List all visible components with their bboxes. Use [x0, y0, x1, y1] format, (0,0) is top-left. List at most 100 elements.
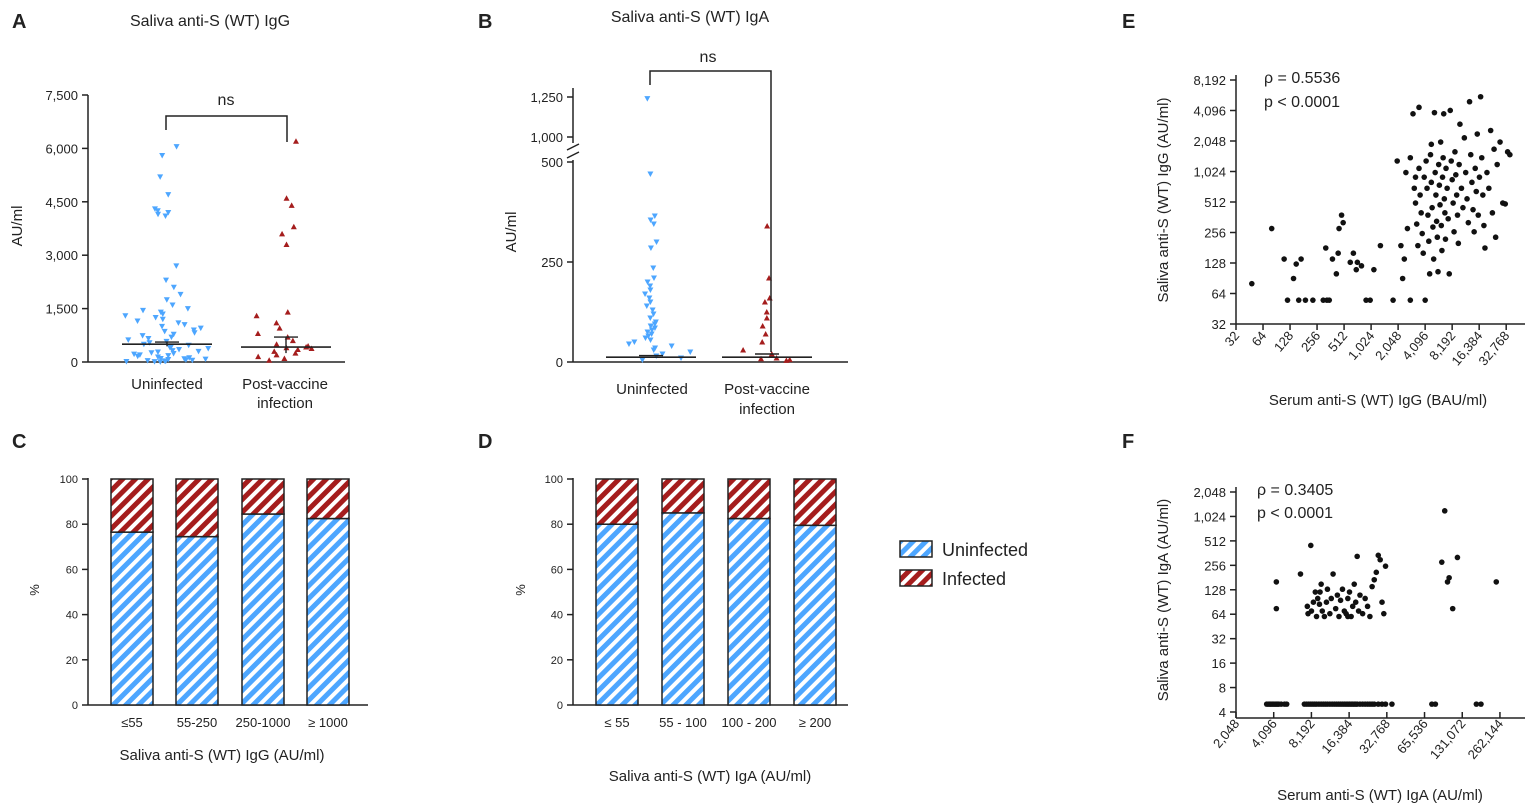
panel-e-point: [1302, 297, 1309, 303]
panel-d-ytick-label: 100: [545, 474, 563, 486]
panel-e-point: [1476, 174, 1483, 180]
panel-e-point: [1486, 185, 1492, 192]
panel-b-point-infected: [759, 339, 766, 345]
panel-e-p-value: p < 0.0001: [1264, 94, 1340, 111]
panel-e-point: [1412, 174, 1419, 180]
panel-f-point: [1318, 581, 1324, 587]
panel-f-point: [1382, 563, 1389, 569]
panel-c-bar-uninfected: [175, 535, 219, 706]
panel-e-point: [1464, 196, 1470, 202]
panel-e-point: [1350, 250, 1357, 256]
panel-e-point: [1445, 215, 1451, 222]
panel-f-point: [1334, 592, 1341, 598]
panel-b-point-uninfected: [639, 357, 646, 363]
panel-e-point: [1434, 234, 1441, 241]
panel-a-point-infected: [279, 230, 286, 237]
panel-a-point-infected: [254, 330, 261, 337]
panel-a-point-infected: [273, 351, 280, 358]
panel-e-point: [1487, 127, 1494, 134]
panel-f-point: [1323, 599, 1330, 605]
panel-b-xcat-uninfected: Uninfected: [616, 381, 688, 398]
panel-f-point: [1316, 601, 1323, 608]
panel-f-point: [1304, 603, 1311, 610]
panel-e-point: [1410, 111, 1416, 117]
panel-f-point: [1307, 542, 1314, 549]
panel-e-point: [1354, 259, 1361, 266]
panel-b-point-uninfected: [644, 329, 651, 335]
panel-f-point: [1283, 701, 1290, 707]
panel-b-point-uninfected: [647, 287, 654, 293]
panel-f-point: [1324, 586, 1331, 593]
panel-f-point: [1352, 599, 1359, 605]
panel-f-point: [1371, 701, 1378, 707]
panel-a-point-infected: [288, 202, 295, 208]
panel-a-point-uninfected: [168, 334, 175, 341]
panel-e-point: [1435, 161, 1442, 168]
panel-e-point: [1440, 154, 1446, 161]
panel-f-point: [1493, 579, 1500, 585]
panel-f-point: [1308, 608, 1315, 614]
panel-b-point-uninfected: [647, 217, 654, 223]
panel-b-ytick-label: 500: [541, 155, 563, 170]
panel-a-point-uninfected: [170, 284, 177, 291]
panel-e-ytick-label: 2,048: [1193, 134, 1226, 149]
panel-b-point-uninfected: [647, 283, 654, 289]
panel-e-point: [1422, 297, 1428, 303]
panel-c-ytick-label: 80: [66, 519, 78, 531]
panel-e-point: [1492, 234, 1499, 241]
panel-b-point-uninfected: [687, 349, 694, 355]
panel-f-point: [1438, 559, 1445, 565]
panel-e-point: [1489, 210, 1496, 216]
legend-label-uninfected: Uninfected: [942, 540, 1028, 560]
panel-c-x-axis-label: Saliva anti-S (WT) IgG (AU/ml): [119, 747, 324, 764]
panel-e-point: [1471, 229, 1477, 235]
panel-a-point-uninfected: [131, 351, 138, 358]
panel-e-point: [1329, 256, 1336, 262]
panel-e-point: [1461, 135, 1468, 141]
panel-e-point: [1507, 151, 1513, 158]
panel-f-x-axis-label: Serum anti-S (WT) IgA (AU/ml): [1277, 787, 1483, 804]
panel-f-point: [1339, 586, 1346, 593]
panel-e-point: [1432, 169, 1438, 176]
panel-a-title: Saliva anti-S (WT) IgG: [130, 13, 290, 30]
panel-c-ytick-label: 20: [66, 655, 78, 667]
panel-f-point: [1367, 613, 1373, 620]
panel-a-ytick-label: 3,000: [45, 248, 78, 263]
panel-b-point-infected: [763, 315, 770, 321]
panel-e-point: [1427, 151, 1434, 158]
panel-e-x-axis-label: Serum anti-S (WT) IgG (BAU/ml): [1269, 392, 1487, 409]
panel-a-point-infected: [292, 350, 299, 356]
panel-a-point-uninfected: [184, 306, 191, 312]
panel-a-point-uninfected: [182, 357, 189, 363]
panel-e-point: [1467, 151, 1474, 158]
panel-e-point: [1474, 131, 1481, 137]
panel-e-xtick-label: 1,024: [1345, 328, 1377, 363]
panel-e-point: [1438, 222, 1445, 229]
panel-a-point-uninfected: [189, 357, 196, 364]
panel-d-bar-infected: [595, 478, 639, 525]
panel-e-point: [1454, 212, 1461, 218]
panel-b-point-uninfected: [653, 239, 660, 245]
panel-f-point: [1345, 613, 1351, 620]
panel-b-point-uninfected: [647, 299, 654, 305]
panel-e-ytick-label: 64: [1212, 287, 1226, 302]
panel-f-point: [1449, 605, 1456, 612]
panel-b-ytick-label: 1,000: [530, 130, 563, 145]
panel-d-bar-uninfected: [595, 523, 639, 706]
panel-f-point: [1345, 595, 1351, 602]
panel-a-point-uninfected: [170, 331, 177, 338]
panel-e-point: [1465, 219, 1472, 226]
panel-f-point: [1357, 592, 1363, 598]
panel-a-point-uninfected: [122, 313, 129, 319]
panel-b-point-uninfected: [625, 341, 632, 347]
panel-c-stacked-bar: % 0 20 40 60 80 100 ≤55 55-250 250-1000 ≥ 1000 S…: [27, 474, 368, 764]
panel-d-x-axis-label: Saliva anti-S (WT) IgA (AU/ml): [609, 768, 812, 785]
panel-e-ytick-label: 1,024: [1193, 165, 1226, 180]
panel-d-ytick-label: 80: [551, 519, 563, 531]
panel-f-point: [1382, 701, 1389, 707]
panel-e-point: [1452, 149, 1458, 155]
panel-e-xtick-label: 4,096: [1399, 328, 1431, 363]
panel-e-point: [1394, 158, 1400, 164]
panel-a-point-uninfected: [148, 350, 155, 356]
panel-e-point: [1497, 139, 1503, 145]
